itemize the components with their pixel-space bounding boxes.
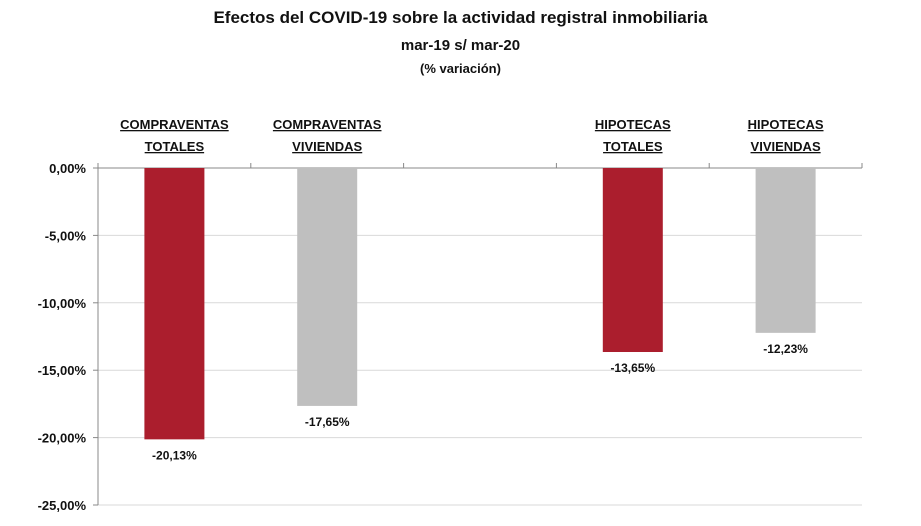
category-label: HIPOTECAS [748, 117, 824, 132]
category-label: VIVIENDAS [751, 139, 821, 154]
y-tick-label: -20,00% [38, 431, 87, 446]
bar [603, 168, 663, 352]
category-label: COMPRAVENTAS [273, 117, 382, 132]
bar [297, 168, 357, 406]
category-label: COMPRAVENTAS [120, 117, 229, 132]
y-tick-label: -10,00% [38, 296, 87, 311]
data-label: -17,65% [305, 415, 350, 429]
data-label: -13,65% [610, 361, 655, 375]
bar [756, 168, 816, 333]
category-label: HIPOTECAS [595, 117, 671, 132]
y-tick-label: -25,00% [38, 498, 87, 513]
category-label: TOTALES [145, 139, 205, 154]
data-label: -20,13% [152, 448, 197, 462]
plot-area: 0,00% -5,00% -10,00% -15,00% -20,00% -25,00% C… [0, 0, 921, 526]
y-tick-label: -5,00% [45, 228, 87, 243]
bar [144, 168, 204, 439]
y-tick-label: -15,00% [38, 363, 87, 378]
category-label: VIVIENDAS [292, 139, 362, 154]
y-tick-label: 0,00% [49, 161, 86, 176]
chart: Efectos del COVID-19 sobre la actividad … [0, 0, 921, 526]
category-label: TOTALES [603, 139, 663, 154]
data-label: -12,23% [763, 342, 808, 356]
